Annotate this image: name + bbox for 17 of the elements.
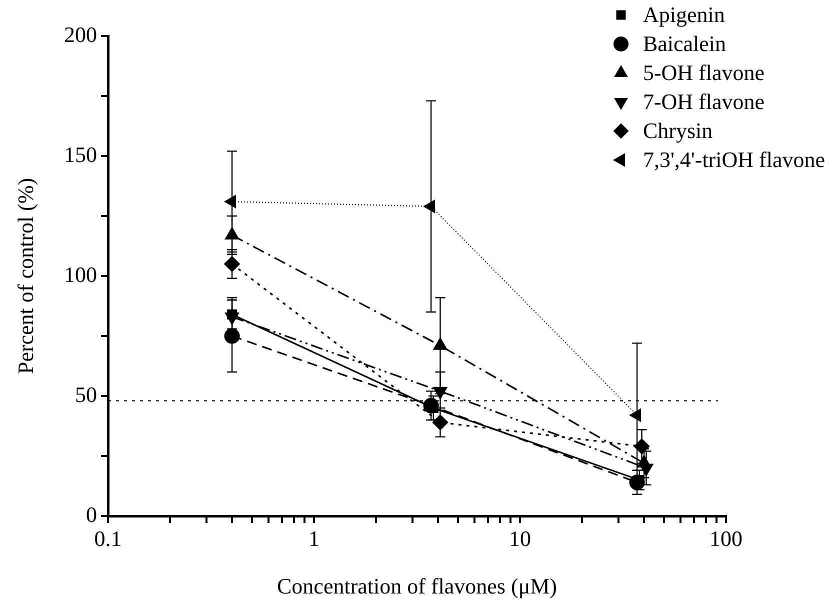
- y-tick-label: 50: [75, 382, 97, 407]
- legend-label: Baicalein: [642, 30, 726, 58]
- y-tick-label: 100: [64, 262, 97, 287]
- legend-label: 7,3',4'-triOH flavone: [642, 146, 825, 174]
- x-tick-label: 1: [308, 526, 320, 551]
- y-tick-label: 200: [64, 22, 97, 47]
- y-axis-title: Percent of control (%): [12, 178, 38, 374]
- legend-label: Chrysin: [642, 117, 713, 145]
- legend-label: 5-OH flavone: [642, 59, 765, 87]
- y-tick-label: 0: [86, 502, 97, 527]
- x-axis-title: Concentration of flavones (μM): [277, 574, 557, 599]
- legend-label: 7-OH flavone: [642, 88, 765, 116]
- x-tick-label: 0.1: [94, 526, 122, 551]
- x-tick-label: 100: [710, 526, 742, 551]
- legend-label: Apigenin: [642, 1, 725, 29]
- x-tick-label: 10: [509, 526, 531, 551]
- y-tick-label: 150: [64, 142, 97, 167]
